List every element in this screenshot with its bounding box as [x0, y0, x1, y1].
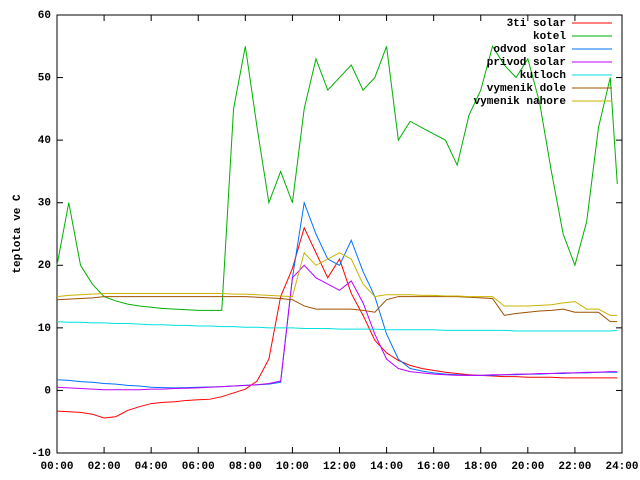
series-line — [56, 200, 618, 389]
y-tick-label: 30 — [38, 198, 51, 210]
legend-label: vymenik nahore — [474, 96, 567, 108]
legend-label: kutloch — [520, 70, 566, 82]
x-tick-label: 10:00 — [276, 461, 309, 473]
y-tick-label: 0 — [44, 385, 51, 397]
y-tick-label: 50 — [38, 72, 51, 84]
legend-label: privod solar — [487, 57, 566, 69]
legend-label: odvod solar — [493, 44, 566, 56]
y-tick-label: 40 — [38, 135, 51, 147]
legend-label: vymenik dole — [487, 83, 567, 95]
x-tick-label: 18:00 — [464, 461, 497, 473]
y-axis-label: teplota ve C — [12, 194, 24, 274]
series-line — [56, 45, 618, 311]
series-line — [56, 264, 618, 391]
legend-label: kotel — [533, 31, 566, 43]
x-tick-label: 22:00 — [558, 461, 591, 473]
x-tick-label: 24:00 — [605, 461, 638, 473]
x-tick-label: 20:00 — [511, 461, 544, 473]
series-line — [56, 251, 618, 316]
x-tick-label: 00:00 — [40, 461, 73, 473]
x-tick-label: 12:00 — [323, 461, 356, 473]
x-tick-label: 08:00 — [229, 461, 262, 473]
y-tick-label: 20 — [38, 260, 51, 272]
x-tick-label: 02:00 — [88, 461, 121, 473]
series-line — [56, 321, 618, 332]
y-tick-label: -10 — [31, 448, 51, 460]
y-tick-label: 10 — [38, 323, 51, 335]
legend-label: 3ti solar — [507, 18, 566, 30]
x-tick-label: 14:00 — [370, 461, 403, 473]
x-tick-label: 06:00 — [182, 461, 215, 473]
x-tick-label: 16:00 — [417, 461, 450, 473]
series-line — [56, 296, 618, 323]
x-tick-label: 04:00 — [135, 461, 168, 473]
y-tick-label: 60 — [38, 10, 51, 22]
series-line — [56, 226, 618, 419]
